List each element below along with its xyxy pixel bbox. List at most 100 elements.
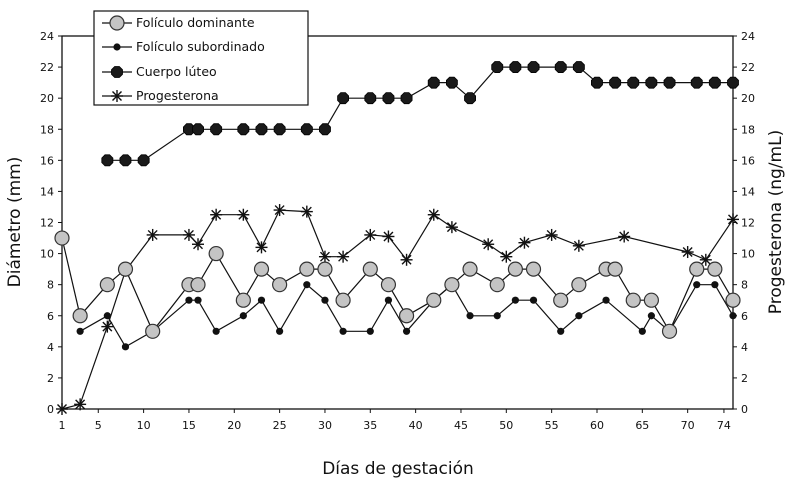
- data-point-progesterona: [681, 246, 694, 259]
- data-point-foliculo-subordinado: [647, 312, 655, 320]
- data-point-foliculo-subordinado: [339, 327, 347, 335]
- data-point-foliculo-subordinado: [693, 281, 701, 289]
- x-tick-label: 45: [454, 419, 468, 432]
- data-point-progesterona: [382, 230, 395, 243]
- data-point-foliculo-dominante: [661, 323, 678, 339]
- series-line-foliculo-dominante: [61, 237, 734, 333]
- data-point-cuerpo-luteo: [727, 76, 739, 89]
- x-tick-label: 65: [635, 419, 649, 432]
- data-point-cuerpo-luteo: [101, 154, 114, 167]
- data-point-foliculo-dominante: [444, 277, 460, 293]
- data-point-foliculo-dominante: [99, 277, 115, 293]
- data-point-foliculo-dominante: [72, 308, 88, 324]
- data-point-cuerpo-luteo: [591, 76, 603, 89]
- y-tick-label: 8: [47, 279, 54, 292]
- data-point-progesterona: [427, 208, 440, 221]
- data-point-progesterona: [237, 208, 250, 221]
- x-tick-label: 1: [59, 419, 66, 432]
- data-point-foliculo-subordinado: [529, 296, 538, 304]
- y-tick-label: 16: [40, 154, 54, 167]
- data-point-cuerpo-luteo: [364, 92, 377, 105]
- data-point-progesterona: [273, 204, 286, 217]
- data-point-cuerpo-luteo: [119, 154, 132, 167]
- data-point-foliculo-dominante: [525, 261, 542, 277]
- data-point-cuerpo-luteo: [400, 92, 413, 105]
- data-point-cuerpo-luteo: [708, 76, 721, 89]
- data-point-cuerpo-luteo: [237, 123, 250, 136]
- data-point-cuerpo-luteo: [572, 61, 585, 73]
- x-tick-label: 60: [590, 419, 604, 432]
- x-tick-label: 35: [363, 419, 377, 432]
- data-point-foliculo-dominante: [380, 277, 397, 293]
- data-point-foliculo-dominante: [643, 292, 659, 308]
- data-point-progesterona: [56, 403, 68, 415]
- data-point-foliculo-subordinado: [121, 343, 130, 351]
- y2-tick-label: 20: [741, 92, 755, 105]
- data-point-cuerpo-luteo: [427, 76, 440, 89]
- y2-tick-label: 6: [741, 310, 748, 323]
- data-point-foliculo-subordinado: [466, 312, 474, 320]
- y2-tick-label: 16: [741, 154, 755, 167]
- data-point-foliculo-subordinado: [257, 296, 266, 304]
- legend-label-progesterona: Progesterona: [136, 88, 219, 103]
- data-point-cuerpo-luteo: [318, 123, 331, 136]
- data-point-cuerpo-luteo: [137, 154, 150, 167]
- data-point-foliculo-dominante: [253, 261, 270, 277]
- data-point-foliculo-subordinado: [76, 327, 84, 335]
- data-point-foliculo-subordinado: [557, 327, 565, 335]
- data-point-foliculo-dominante: [117, 261, 134, 277]
- legend-marker: [109, 15, 125, 31]
- data-point-progesterona: [210, 208, 223, 221]
- y-tick-label: 18: [40, 123, 54, 136]
- legend-label-cuerpo-luteo: Cuerpo lúteo: [136, 64, 217, 79]
- data-point-progesterona: [400, 253, 413, 266]
- data-point-cuerpo-luteo: [554, 61, 567, 73]
- series-line-progesterona: [61, 209, 734, 410]
- y2-tick-label: 12: [741, 217, 755, 230]
- data-point-cuerpo-luteo: [273, 123, 286, 136]
- data-point-foliculo-dominante: [208, 245, 224, 262]
- x-tick-label: 55: [545, 419, 559, 432]
- y2-tick-label: 0: [741, 403, 748, 416]
- x-tick-label: 10: [137, 419, 151, 432]
- data-point-progesterona: [192, 238, 205, 251]
- y2-tick-label: 4: [741, 341, 748, 354]
- data-point-foliculo-subordinado: [511, 296, 519, 304]
- data-point-foliculo-subordinado: [276, 327, 284, 335]
- data-point-progesterona: [318, 250, 331, 263]
- data-point-foliculo-dominante: [398, 308, 415, 324]
- data-point-foliculo-subordinado: [103, 312, 111, 320]
- data-point-foliculo-subordinado: [602, 296, 610, 304]
- data-point-cuerpo-luteo: [210, 123, 223, 136]
- data-point-foliculo-subordinado: [711, 281, 719, 289]
- x-axis-label: Días de gestación: [322, 459, 474, 478]
- series-progesterona: [56, 204, 739, 415]
- y2-axis-label: Progesterona (ng/mL): [766, 130, 786, 314]
- data-point-cuerpo-luteo: [382, 92, 395, 105]
- x-tick-label: 15: [182, 419, 196, 432]
- data-point-progesterona: [518, 236, 531, 249]
- x-tick-label: 5: [95, 419, 102, 432]
- legend: Folículo dominante Folículo subordinado …: [93, 10, 309, 106]
- data-point-cuerpo-luteo: [464, 92, 477, 105]
- data-point-cuerpo-luteo: [255, 123, 268, 136]
- data-point-foliculo-dominante: [272, 277, 288, 293]
- data-point-foliculo-subordinado: [575, 312, 583, 320]
- y-tick-label: 2: [47, 372, 54, 385]
- y2-tick-label: 8: [741, 279, 748, 292]
- data-point-foliculo-subordinado: [402, 327, 411, 335]
- y-tick-label: 0: [47, 403, 54, 416]
- y-tick-label: 20: [40, 92, 54, 105]
- data-point-progesterona: [364, 228, 377, 241]
- data-point-foliculo-subordinado: [493, 312, 501, 320]
- data-point-progesterona: [618, 230, 631, 243]
- data-point-progesterona: [74, 398, 87, 411]
- data-point-foliculo-dominante: [362, 261, 378, 277]
- series-cuerpo-luteo: [101, 61, 739, 167]
- y-tick-label: 4: [47, 341, 54, 354]
- y2-tick-label: 14: [741, 185, 755, 198]
- legend-label-foliculo-dominante: Folículo dominante: [136, 15, 255, 30]
- y-tick-label: 24: [40, 30, 54, 43]
